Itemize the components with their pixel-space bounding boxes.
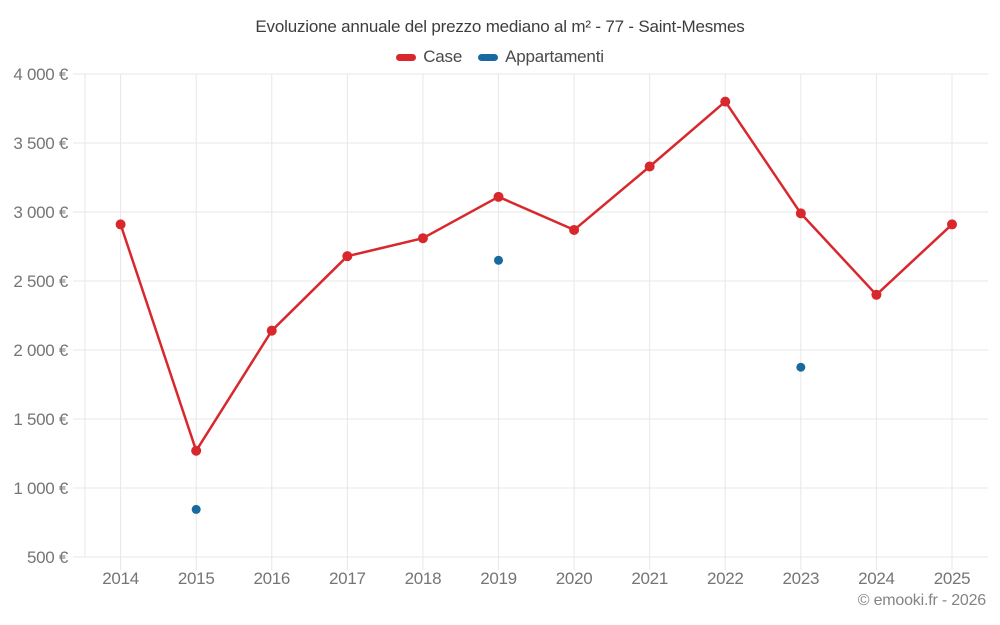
y-tick-label: 500 € <box>27 548 69 567</box>
case-point-2020[interactable] <box>569 224 580 235</box>
legend-item-case[interactable]: Case <box>396 47 462 67</box>
case-point-2017[interactable] <box>342 251 353 262</box>
y-tick-label: 1 500 € <box>13 410 68 429</box>
case-swatch-icon <box>396 53 417 61</box>
x-tick-label: 2021 <box>631 569 668 588</box>
case-point-2016[interactable] <box>266 325 277 336</box>
x-tick-label: 2019 <box>480 569 517 588</box>
y-tick-label: 2 000 € <box>13 341 68 360</box>
y-tick-label: 1 000 € <box>13 479 68 498</box>
x-tick-label: 2016 <box>253 569 290 588</box>
case-point-2021[interactable] <box>644 161 655 172</box>
y-tick-label: 3 500 € <box>13 134 68 153</box>
case-point-2015[interactable] <box>191 445 202 456</box>
case-point-2024[interactable] <box>871 289 882 300</box>
case-point-2019[interactable] <box>493 191 504 202</box>
legend-item-appartamenti[interactable]: Appartamenti <box>478 47 604 67</box>
x-tick-label: 2015 <box>178 569 215 588</box>
x-tick-label: 2024 <box>858 569 895 588</box>
case-point-2025[interactable] <box>947 219 957 230</box>
y-tick-label: 4 000 € <box>13 65 68 84</box>
appartamenti-point-2023[interactable] <box>796 362 806 372</box>
x-tick-label: 2025 <box>934 569 971 588</box>
x-tick-label: 2020 <box>556 569 593 588</box>
chart-legend: Case Appartamenti <box>0 47 1000 67</box>
x-tick-label: 2022 <box>707 569 744 588</box>
case-line <box>119 100 954 452</box>
x-tick-label: 2014 <box>102 569 139 588</box>
case-point-2014[interactable] <box>115 219 126 230</box>
appartamenti-swatch-icon <box>478 53 499 61</box>
y-tick-label: 2 500 € <box>13 272 68 291</box>
appartamenti-point-2019[interactable] <box>494 255 504 265</box>
y-tick-label: 3 000 € <box>13 203 68 222</box>
x-tick-label: 2017 <box>329 569 366 588</box>
copyright-credit: © emooki.fr - 2026 <box>857 592 986 609</box>
legend-label: Appartamenti <box>505 47 604 66</box>
case-point-2022[interactable] <box>720 96 731 107</box>
chart-title: Evoluzione annuale del prezzo mediano al… <box>255 17 745 36</box>
case-point-2023[interactable] <box>795 208 806 219</box>
appartamenti-point-2015[interactable] <box>191 504 201 514</box>
x-tick-label: 2023 <box>783 569 820 588</box>
x-tick-label: 2018 <box>405 569 442 588</box>
legend-label: Case <box>423 47 463 66</box>
case-point-2018[interactable] <box>417 233 428 244</box>
